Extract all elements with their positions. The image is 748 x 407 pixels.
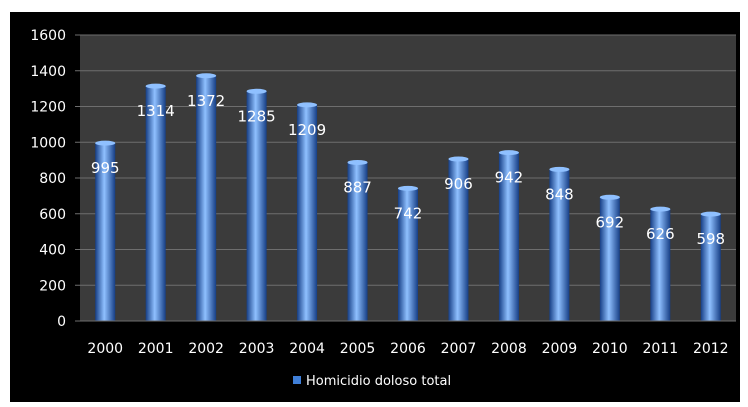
bar-cap [95, 140, 116, 146]
y-tick-label: 1200 [30, 100, 66, 116]
x-tick-label: 2007 [441, 341, 477, 357]
x-tick-label: 2004 [289, 341, 325, 357]
data-label: 995 [91, 159, 120, 177]
data-label: 887 [343, 178, 372, 196]
bar-cap [145, 83, 166, 89]
y-tick-label: 1600 [30, 28, 66, 44]
bar-cap [398, 185, 418, 191]
bar-2002 [196, 75, 217, 321]
legend-label: Homicidio doloso total [306, 374, 451, 389]
bar-2003 [246, 91, 267, 322]
bar-cap [448, 156, 469, 162]
y-tick-label: 400 [39, 243, 66, 259]
bar-2010 [599, 197, 620, 321]
y-axis-ticks: 0 200 400 600 800 1000 1200 1400 1600 [30, 28, 80, 330]
bar-cap [196, 73, 217, 79]
x-axis-ticks: 2000 2001 2002 2003 2004 2005 2006 2007 2008 2009… [80, 320, 736, 357]
bars [95, 73, 721, 322]
bar-cap [700, 211, 721, 217]
bar-2007 [448, 159, 469, 321]
data-label: 848 [545, 185, 574, 203]
data-label: 1209 [288, 121, 326, 139]
x-tick-label: 2006 [390, 341, 426, 357]
data-label: 626 [646, 225, 675, 243]
x-tick-label: 2008 [491, 341, 527, 357]
data-label: 1372 [187, 92, 225, 110]
bar-2008 [498, 152, 519, 321]
bar-cap [246, 88, 267, 94]
bar-2005 [347, 162, 368, 321]
chart-container: 0 200 400 600 800 1000 1200 1400 1600 995 1314 137… [10, 12, 740, 402]
bar-2011 [650, 209, 671, 321]
data-label: 742 [394, 204, 423, 222]
bar-cap [297, 102, 318, 108]
y-tick-label: 600 [39, 207, 66, 223]
bar-cap [498, 150, 519, 156]
bar-2012 [700, 214, 721, 321]
x-tick-label: 2009 [542, 341, 578, 357]
x-tick-label: 2002 [188, 341, 224, 357]
data-label: 906 [444, 175, 473, 193]
legend: Homicidio doloso total [293, 374, 451, 389]
bar-2006 [398, 188, 418, 321]
y-tick-label: 0 [57, 314, 66, 330]
x-tick-label: 2012 [693, 341, 729, 357]
data-label: 1285 [238, 107, 276, 125]
y-tick-label: 1400 [30, 64, 66, 80]
bar-cap [650, 206, 671, 212]
x-tick-label: 2011 [642, 341, 678, 357]
y-tick-label: 1000 [30, 135, 66, 151]
bar-2004 [297, 104, 318, 321]
bar-cap [347, 159, 368, 165]
bar-cap [549, 166, 570, 172]
x-tick-label: 2003 [239, 341, 275, 357]
bar-chart: 0 200 400 600 800 1000 1200 1400 1600 995 1314 137… [30, 28, 736, 389]
data-label: 692 [596, 213, 625, 231]
bar-cap [599, 194, 620, 200]
x-tick-label: 2001 [138, 341, 174, 357]
data-label: 598 [696, 230, 725, 248]
x-tick-label: 2010 [592, 341, 628, 357]
data-label: 942 [495, 169, 524, 187]
bar-2001 [145, 86, 166, 321]
x-tick-label: 2000 [87, 341, 123, 357]
bar-2000 [95, 143, 116, 321]
y-tick-label: 200 [39, 278, 66, 294]
x-tick-label: 2005 [340, 341, 376, 357]
data-label: 1314 [137, 102, 175, 120]
legend-swatch [293, 376, 301, 384]
y-tick-label: 800 [39, 171, 66, 187]
bar-2009 [549, 169, 570, 321]
data-labels: 995 1314 1372 1285 1209 887 742 906 942 848 692 626… [91, 92, 725, 248]
